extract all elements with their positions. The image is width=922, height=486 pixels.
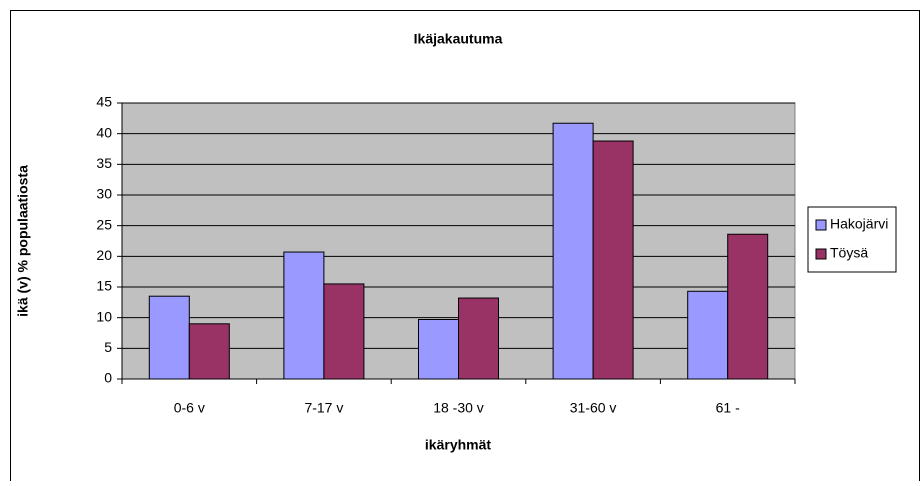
y-axis-label: ikä (v) % populaatiosta [15, 165, 31, 317]
chart-title: Ikäjakautuma [414, 31, 503, 47]
bar [552, 122, 594, 380]
y-tick-label: 20 [96, 247, 112, 263]
y-tick-label: 30 [96, 186, 112, 202]
y-tick-label: 35 [96, 155, 112, 171]
legend-label: Hakojärvi [830, 216, 888, 232]
bar [687, 290, 729, 380]
bar [592, 140, 634, 380]
bar [148, 295, 190, 380]
bar [458, 297, 499, 380]
x-tick-label: 18 -30 v [433, 400, 484, 416]
bar [283, 251, 325, 380]
x-tick-label: 7-17 v [304, 400, 343, 416]
bar [418, 319, 459, 380]
bar [188, 323, 230, 380]
y-tick-label: 15 [96, 278, 112, 294]
legend-swatch [815, 248, 827, 260]
y-tick-label: 5 [104, 339, 112, 355]
x-tick-label: 0-6 v [174, 400, 205, 416]
y-tick-label: 10 [96, 308, 112, 324]
bar [727, 233, 769, 380]
x-tick-label: 31-60 v [570, 400, 617, 416]
legend-box [807, 206, 897, 273]
y-tick-label: 25 [96, 216, 112, 232]
x-tick-label: 61 - [716, 400, 740, 416]
y-tick-label: 0 [104, 370, 112, 386]
bar [323, 283, 365, 380]
x-axis-label: ikäryhmät [425, 437, 491, 453]
y-tick-label: 40 [96, 124, 112, 140]
legend-swatch [815, 219, 827, 231]
y-tick-label: 45 [96, 94, 112, 110]
legend-label: Töysä [830, 245, 868, 261]
